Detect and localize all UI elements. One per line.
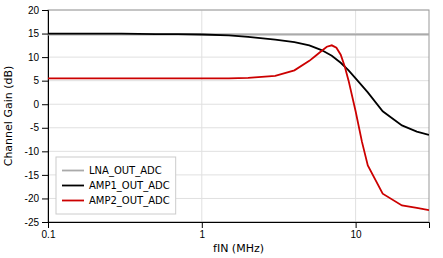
plot: 0.1 1 10 -25 -20 -15 -10 -5 0 5 10 15 20 LNA_OUT_ADC A… (25, 5, 430, 240)
y-tick-mark (42, 128, 48, 129)
legend-box (56, 157, 176, 214)
y-tick-label: -5 (30, 122, 39, 133)
y-tick-label: -20 (25, 193, 40, 204)
y-tick-label: 5 (33, 75, 39, 86)
y-tick-label: 0 (33, 99, 39, 110)
y-tick-label: 10 (28, 52, 40, 63)
y-tick-label: 15 (28, 28, 40, 39)
legend-item: LNA_OUT_ADC (62, 165, 162, 177)
y-tick-mark (42, 104, 48, 105)
x-tick: 10 (351, 222, 363, 240)
y-tick-label: 20 (28, 5, 40, 16)
grid-line-y (48, 151, 429, 152)
lines (48, 34, 429, 211)
y-tick: 20 (28, 5, 48, 16)
grid-line-x (201, 10, 202, 222)
grid-line-y (48, 127, 429, 128)
y-tick-mark (42, 198, 48, 199)
legend-label: AMP2_OUT_ADC (89, 195, 170, 207)
x-axis-title: fIN (MHz) (213, 242, 264, 255)
x-axis-line (49, 223, 430, 229)
y-tick-mark (42, 175, 48, 176)
grid (48, 10, 429, 222)
x-tick-label: 0.1 (42, 229, 56, 240)
y-tick: 15 (28, 28, 48, 39)
legend-item: AMP2_OUT_ADC (62, 195, 170, 207)
series-line (48, 45, 429, 210)
x-tick: 0.1 (42, 222, 56, 240)
x-axis: 0.1 1 10 (42, 222, 430, 240)
grid-line-y (48, 104, 429, 105)
x-tick-label: 10 (351, 229, 363, 240)
y-axis: -25 -20 -15 -10 -5 0 5 10 15 20 (25, 5, 49, 228)
legend-swatch (62, 185, 84, 187)
plot-frame (48, 10, 429, 222)
x-tick-mark (356, 222, 357, 228)
grid-line-y (48, 80, 429, 81)
y-tick-label: -10 (25, 146, 40, 157)
y-tick-mark (42, 34, 48, 35)
legend-label: AMP1_OUT_ADC (89, 180, 170, 192)
y-tick: -20 (25, 193, 48, 204)
y-tick-label: -15 (25, 170, 40, 181)
legend-swatch (62, 170, 84, 172)
series-line (48, 34, 429, 135)
legend: LNA_OUT_ADC AMP1_OUT_ADC AMP2_OUT_ADC (56, 157, 176, 214)
grid-line-y (48, 57, 429, 58)
y-tick: -5 (30, 122, 48, 133)
chart: 0.1 1 10 -25 -20 -15 -10 -5 0 5 10 15 20 LNA_OUT_ADC A… (0, 0, 443, 258)
y-tick-label: -25 (25, 217, 40, 228)
y-axis-line (42, 11, 49, 223)
y-tick: -10 (25, 146, 48, 157)
y-tick: 5 (33, 75, 48, 86)
y-axis-title: Channel Gain (dB) (2, 66, 15, 167)
y-tick: -25 (25, 217, 48, 228)
y-tick: 10 (28, 52, 48, 63)
x-tick-mark (202, 222, 203, 228)
y-tick-mark (42, 57, 48, 58)
y-tick: 0 (33, 99, 48, 110)
y-tick-mark (42, 222, 48, 223)
legend-swatch (62, 200, 84, 202)
legend-item: AMP1_OUT_ADC (62, 180, 170, 192)
y-tick: -15 (25, 170, 48, 181)
y-tick-mark (42, 81, 48, 82)
x-tick-label: 1 (200, 229, 206, 240)
y-tick-mark (42, 10, 48, 11)
legend-label: LNA_OUT_ADC (89, 165, 162, 177)
y-tick-mark (42, 151, 48, 152)
x-tick: 1 (200, 222, 206, 240)
